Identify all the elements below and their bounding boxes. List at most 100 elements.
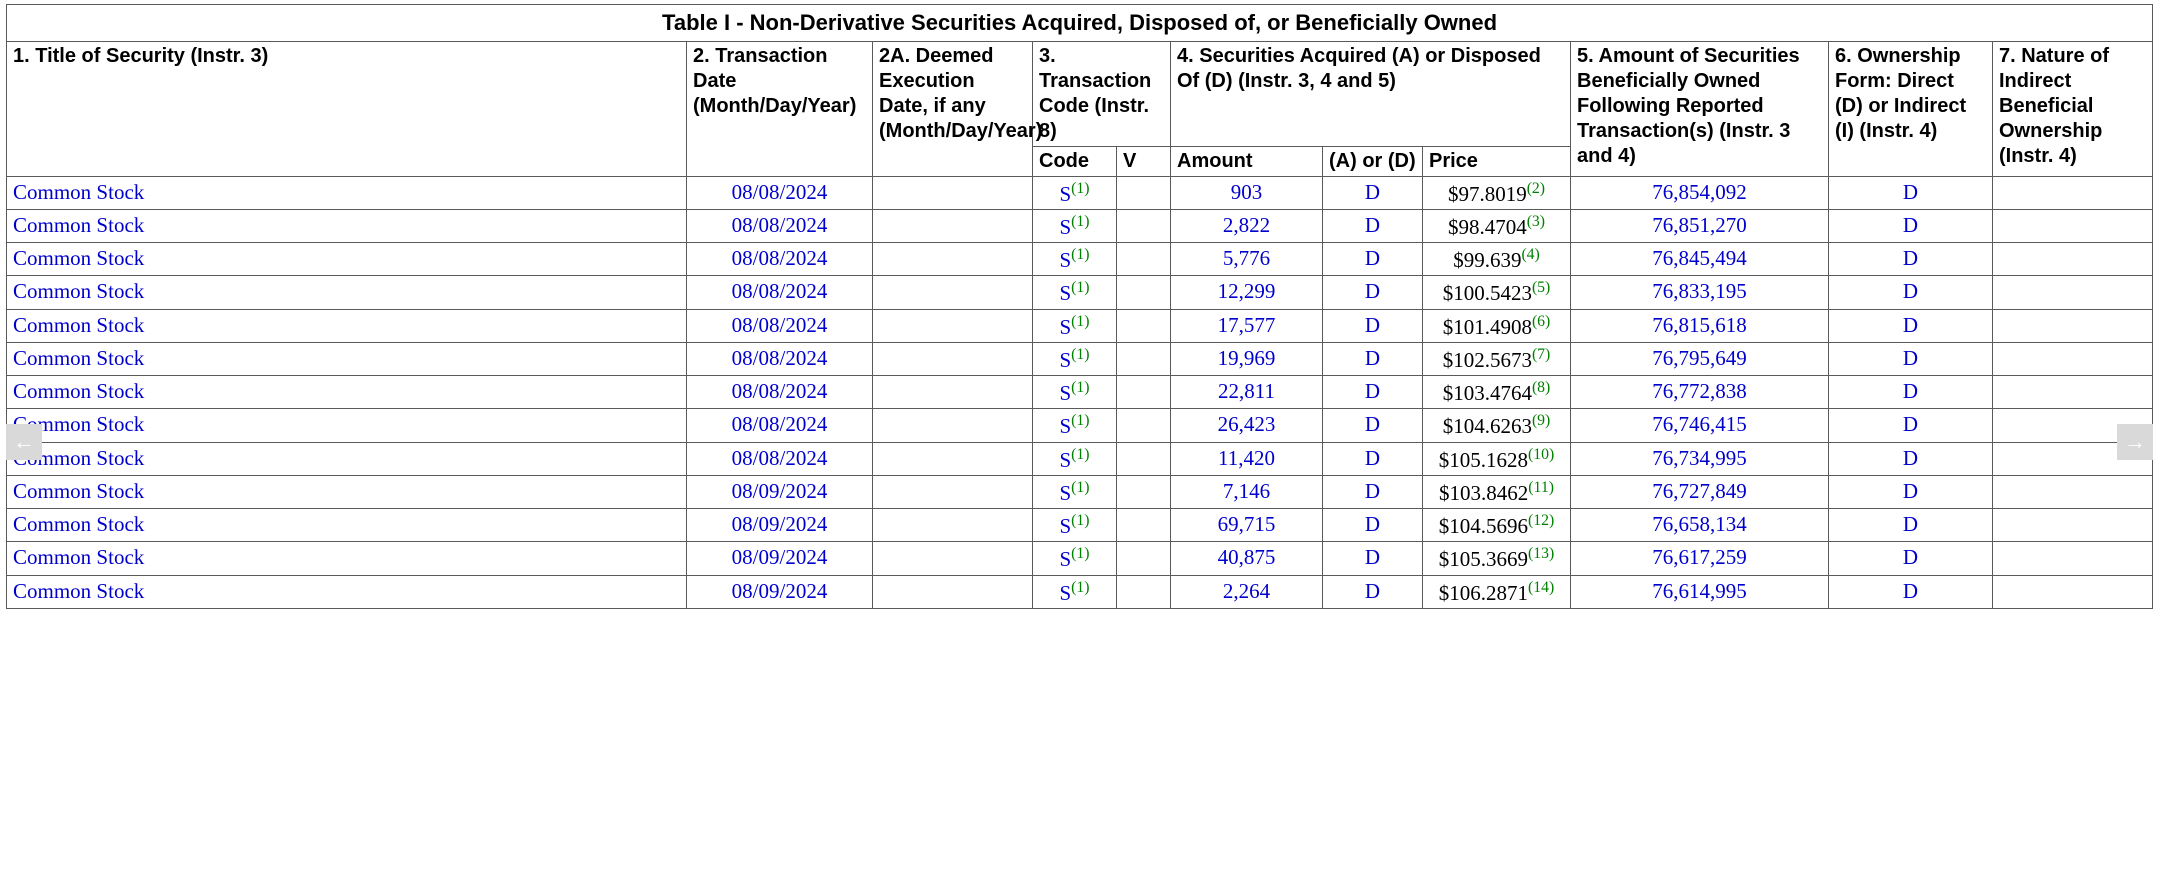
- col-sub-price: Price: [1423, 146, 1571, 176]
- cell-security: Common Stock: [7, 376, 687, 409]
- next-button[interactable]: →: [2117, 424, 2153, 460]
- price-value: $103.4764: [1443, 381, 1532, 405]
- cell-date: 08/08/2024: [687, 442, 873, 475]
- code-footnote: (1): [1071, 279, 1089, 296]
- cell-owned: 76,617,259: [1571, 542, 1829, 575]
- cell-form: D: [1829, 575, 1993, 608]
- cell-deemed: [873, 243, 1033, 276]
- arrow-left-icon: ←: [13, 429, 35, 455]
- transaction-code: S: [1059, 581, 1071, 605]
- table-row: Common Stock08/08/2024S(1)12,299D$100.54…: [7, 276, 2153, 309]
- table-row: Common Stock08/09/2024S(1)69,715D$104.56…: [7, 509, 2153, 542]
- code-footnote: (1): [1071, 479, 1089, 496]
- cell-form: D: [1829, 243, 1993, 276]
- cell-deemed: [873, 276, 1033, 309]
- cell-code: S(1): [1033, 309, 1117, 342]
- col-header-code: 3. Transaction Code (Instr. 8): [1033, 41, 1171, 146]
- table-body: Common Stock08/08/2024S(1)903D$97.8019(2…: [7, 176, 2153, 608]
- code-footnote: (1): [1071, 412, 1089, 429]
- price-footnote: (13): [1528, 545, 1554, 562]
- cell-owned: 76,727,849: [1571, 475, 1829, 508]
- cell-security: Common Stock: [7, 409, 687, 442]
- cell-v: [1117, 509, 1171, 542]
- cell-owned: 76,734,995: [1571, 442, 1829, 475]
- cell-code: S(1): [1033, 376, 1117, 409]
- cell-owned: 76,658,134: [1571, 509, 1829, 542]
- cell-code: S(1): [1033, 243, 1117, 276]
- cell-ad: D: [1323, 243, 1423, 276]
- cell-nature: [1993, 542, 2153, 575]
- cell-date: 08/08/2024: [687, 276, 873, 309]
- table-row: Common Stock08/09/2024S(1)2,264D$106.287…: [7, 575, 2153, 608]
- table-row: Common Stock08/09/2024S(1)7,146D$103.846…: [7, 475, 2153, 508]
- arrow-right-icon: →: [2124, 429, 2146, 455]
- cell-price: $104.5696(12): [1423, 509, 1571, 542]
- cell-code: S(1): [1033, 176, 1117, 209]
- cell-deemed: [873, 475, 1033, 508]
- cell-date: 08/08/2024: [687, 176, 873, 209]
- table-row: Common Stock08/08/2024S(1)903D$97.8019(2…: [7, 176, 2153, 209]
- transaction-code: S: [1059, 348, 1071, 372]
- cell-form: D: [1829, 309, 1993, 342]
- cell-price: $104.6263(9): [1423, 409, 1571, 442]
- cell-deemed: [873, 409, 1033, 442]
- table-row: Common Stock08/08/2024S(1)17,577D$101.49…: [7, 309, 2153, 342]
- table-row: Common Stock08/09/2024S(1)40,875D$105.36…: [7, 542, 2153, 575]
- cell-nature: [1993, 243, 2153, 276]
- price-value: $105.1628: [1439, 448, 1528, 472]
- cell-price: $103.8462(11): [1423, 475, 1571, 508]
- table-row: Common Stock08/08/2024S(1)5,776D$99.639(…: [7, 243, 2153, 276]
- cell-v: [1117, 209, 1171, 242]
- cell-security: Common Stock: [7, 442, 687, 475]
- cell-form: D: [1829, 509, 1993, 542]
- cell-nature: [1993, 176, 2153, 209]
- price-value: $100.5423: [1443, 281, 1532, 305]
- cell-v: [1117, 442, 1171, 475]
- cell-price: $97.8019(2): [1423, 176, 1571, 209]
- price-footnote: (7): [1532, 346, 1550, 363]
- price-value: $103.8462: [1439, 481, 1528, 505]
- cell-owned: 76,795,649: [1571, 342, 1829, 375]
- cell-form: D: [1829, 475, 1993, 508]
- col-sub-code: Code: [1033, 146, 1117, 176]
- price-value: $104.6263: [1443, 414, 1532, 438]
- cell-v: [1117, 176, 1171, 209]
- code-footnote: (1): [1071, 313, 1089, 330]
- cell-amount: 2,822: [1171, 209, 1323, 242]
- cell-price: $105.1628(10): [1423, 442, 1571, 475]
- cell-deemed: [873, 442, 1033, 475]
- price-footnote: (8): [1532, 379, 1550, 396]
- cell-owned: 76,845,494: [1571, 243, 1829, 276]
- price-footnote: (12): [1528, 512, 1554, 529]
- cell-deemed: [873, 542, 1033, 575]
- prev-button[interactable]: ←: [6, 424, 42, 460]
- price-footnote: (11): [1528, 479, 1554, 496]
- cell-ad: D: [1323, 442, 1423, 475]
- cell-amount: 22,811: [1171, 376, 1323, 409]
- cell-code: S(1): [1033, 276, 1117, 309]
- col-sub-amount: Amount: [1171, 146, 1323, 176]
- cell-date: 08/08/2024: [687, 409, 873, 442]
- cell-ad: D: [1323, 509, 1423, 542]
- cell-ad: D: [1323, 209, 1423, 242]
- cell-deemed: [873, 176, 1033, 209]
- price-value: $102.5673: [1443, 348, 1532, 372]
- price-value: $106.2871: [1439, 581, 1528, 605]
- cell-owned: 76,772,838: [1571, 376, 1829, 409]
- cell-form: D: [1829, 542, 1993, 575]
- cell-ad: D: [1323, 575, 1423, 608]
- cell-deemed: [873, 509, 1033, 542]
- cell-owned: 76,746,415: [1571, 409, 1829, 442]
- cell-price: $98.4704(3): [1423, 209, 1571, 242]
- cell-code: S(1): [1033, 509, 1117, 542]
- cell-amount: 11,420: [1171, 442, 1323, 475]
- cell-amount: 69,715: [1171, 509, 1323, 542]
- transaction-code: S: [1059, 414, 1071, 438]
- cell-form: D: [1829, 276, 1993, 309]
- cell-date: 08/08/2024: [687, 376, 873, 409]
- cell-date: 08/09/2024: [687, 542, 873, 575]
- transaction-code: S: [1059, 215, 1071, 239]
- cell-amount: 5,776: [1171, 243, 1323, 276]
- col-header-security: 1. Title of Security (Instr. 3): [7, 41, 687, 176]
- cell-ad: D: [1323, 276, 1423, 309]
